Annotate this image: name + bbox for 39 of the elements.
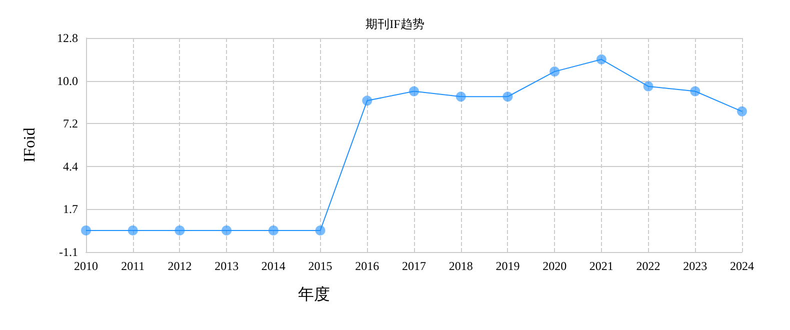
y-tick-label: 10.0 — [57, 74, 78, 88]
x-tick-label: 2024 — [730, 259, 754, 273]
y-tick-label: -1.1 — [59, 245, 78, 259]
x-tick-label: 2014 — [261, 259, 286, 273]
point — [596, 54, 606, 64]
point — [643, 81, 654, 92]
x-tick-label: 2010 — [74, 259, 98, 273]
y-tick-label: 12.8 — [57, 31, 78, 45]
point — [81, 225, 91, 236]
point — [128, 225, 138, 236]
point — [409, 86, 419, 96]
x-tick-label: 2020 — [542, 259, 567, 273]
x-tick-label: 2017 — [402, 259, 426, 273]
x-tick-label: 2019 — [496, 259, 520, 273]
point — [268, 225, 278, 236]
x-tick-label: 2016 — [355, 259, 380, 273]
point — [362, 96, 372, 106]
point — [502, 92, 513, 102]
point — [222, 225, 232, 236]
point — [315, 225, 326, 236]
chart-title: 期刊IF趋势 — [366, 17, 424, 31]
x-tick-label: 2013 — [214, 259, 239, 273]
point — [174, 225, 185, 236]
point — [690, 86, 700, 96]
x-tick-label: 2011 — [121, 259, 145, 273]
x-tick-label: 2023 — [683, 259, 708, 273]
point — [737, 106, 747, 116]
y-axis-title: IFoid — [22, 128, 38, 162]
x-tick-label: 2021 — [589, 259, 614, 273]
point — [456, 92, 466, 102]
x-tick-label: 2012 — [168, 259, 192, 273]
y-tick-label: 7.2 — [63, 116, 78, 131]
y-tick-label: 4.4 — [63, 159, 78, 174]
point — [550, 66, 560, 77]
x-axis-title: 年度 — [298, 286, 330, 304]
x-tick-label: 2018 — [448, 259, 473, 273]
x-tick-label: 2015 — [308, 259, 332, 273]
x-tick-label: 2022 — [636, 259, 660, 273]
y-tick-label: 1.7 — [63, 202, 78, 216]
